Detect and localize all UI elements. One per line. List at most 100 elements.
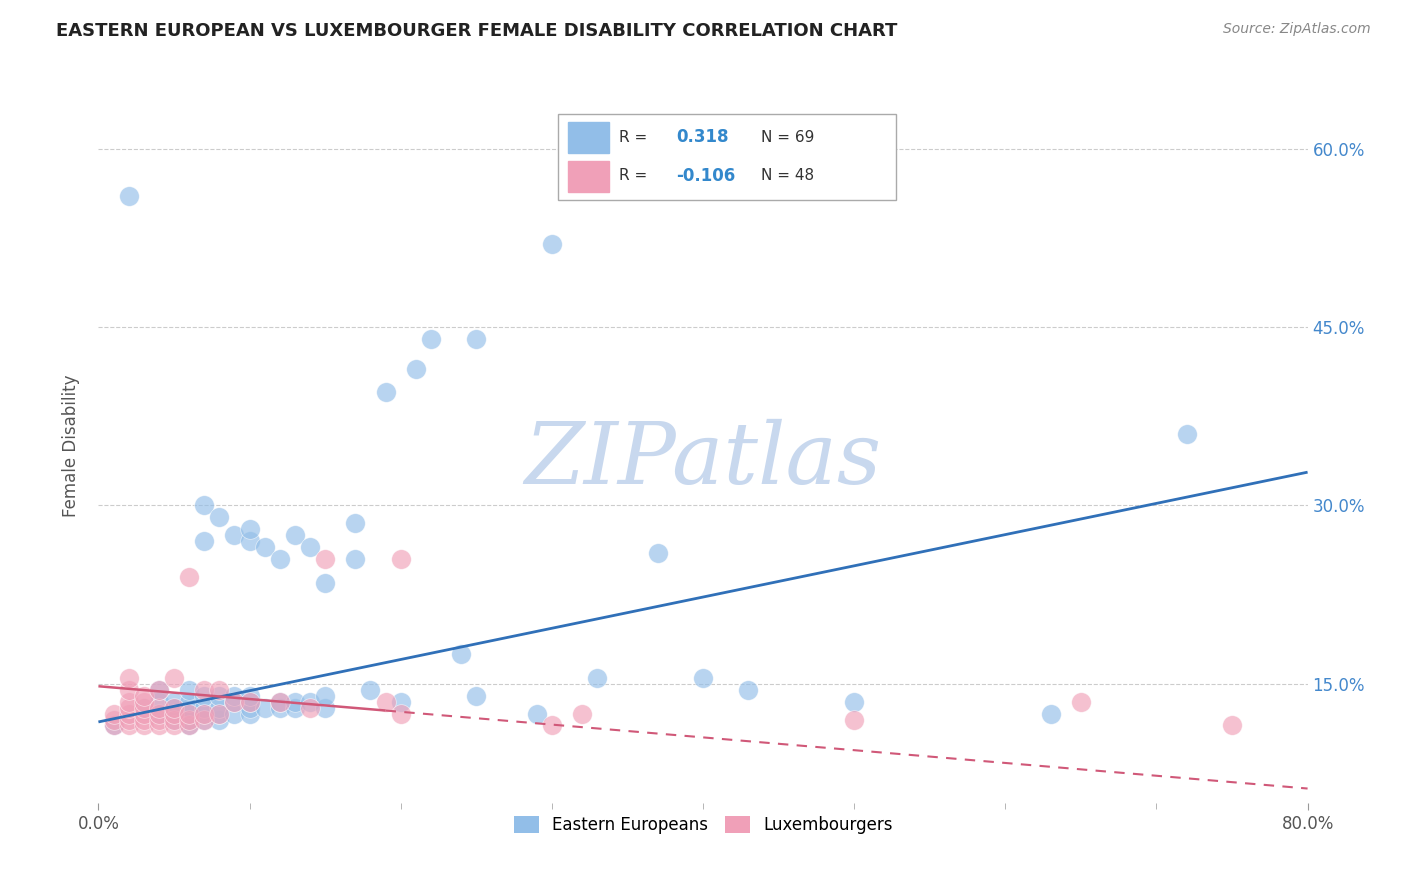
Point [344,516,367,531]
Point [193,499,215,513]
Point [224,695,246,709]
Point [132,718,155,732]
Point [148,713,170,727]
Point [299,695,322,709]
Point [179,706,201,721]
Point [253,540,276,554]
Point [844,695,866,709]
Point [269,695,291,709]
Text: ZIPatlas: ZIPatlas [524,419,882,501]
Point [239,534,262,549]
Point [132,700,155,714]
Point [118,682,141,697]
Point [571,706,593,721]
Point [314,689,336,703]
Point [118,700,141,714]
Point [148,695,170,709]
Text: EASTERN EUROPEAN VS LUXEMBOURGER FEMALE DISABILITY CORRELATION CHART: EASTERN EUROPEAN VS LUXEMBOURGER FEMALE … [56,22,897,40]
Point [132,700,155,714]
Point [163,718,186,732]
Point [193,534,215,549]
Point [374,695,396,709]
Point [540,236,562,251]
Point [193,706,215,721]
Point [1220,718,1243,732]
Text: Source: ZipAtlas.com: Source: ZipAtlas.com [1223,22,1371,37]
Point [118,189,141,203]
Point [844,713,866,727]
Point [405,361,427,376]
Point [179,700,201,714]
Point [163,713,186,727]
Point [737,682,759,697]
Point [193,706,215,721]
Point [239,689,262,703]
Point [208,510,231,524]
Point [389,552,412,566]
Point [179,713,201,727]
Point [118,713,141,727]
Point [360,682,382,697]
Point [118,695,141,709]
Point [208,706,231,721]
Point [193,713,215,727]
Point [239,695,262,709]
Point [208,682,231,697]
Point [163,713,186,727]
Point [118,671,141,685]
Y-axis label: Female Disability: Female Disability [62,375,80,517]
Point [148,682,170,697]
Point [314,575,336,590]
Point [193,682,215,697]
Point [132,689,155,703]
Point [224,689,246,703]
Point [163,700,186,714]
Point [148,718,170,732]
Point [148,706,170,721]
Point [284,528,307,542]
Point [269,552,291,566]
Point [1175,427,1198,442]
Point [692,671,714,685]
Point [374,385,396,400]
Point [284,695,307,709]
Point [224,706,246,721]
Point [1039,706,1062,721]
Point [299,540,322,554]
Point [103,713,125,727]
Point [179,570,201,584]
Point [163,671,186,685]
Point [163,700,186,714]
Point [208,706,231,721]
Point [103,718,125,732]
Point [163,695,186,709]
Point [163,706,186,721]
Point [118,706,141,721]
Point [314,552,336,566]
Point [224,528,246,542]
Point [389,695,412,709]
Point [269,695,291,709]
Point [193,689,215,703]
Point [465,689,488,703]
Point [344,552,367,566]
Point [239,695,262,709]
Point [132,706,155,721]
Point [284,700,307,714]
Point [389,706,412,721]
Point [224,695,246,709]
Point [148,700,170,714]
Point [465,332,488,346]
Point [450,647,472,661]
Point [239,522,262,536]
Point [647,546,669,560]
Point [269,700,291,714]
Point [540,718,562,732]
Point [253,700,276,714]
Point [132,695,155,709]
Legend: Eastern Europeans, Luxembourgers: Eastern Europeans, Luxembourgers [508,809,898,841]
Point [586,671,609,685]
Point [148,682,170,697]
Point [103,718,125,732]
Point [179,695,201,709]
